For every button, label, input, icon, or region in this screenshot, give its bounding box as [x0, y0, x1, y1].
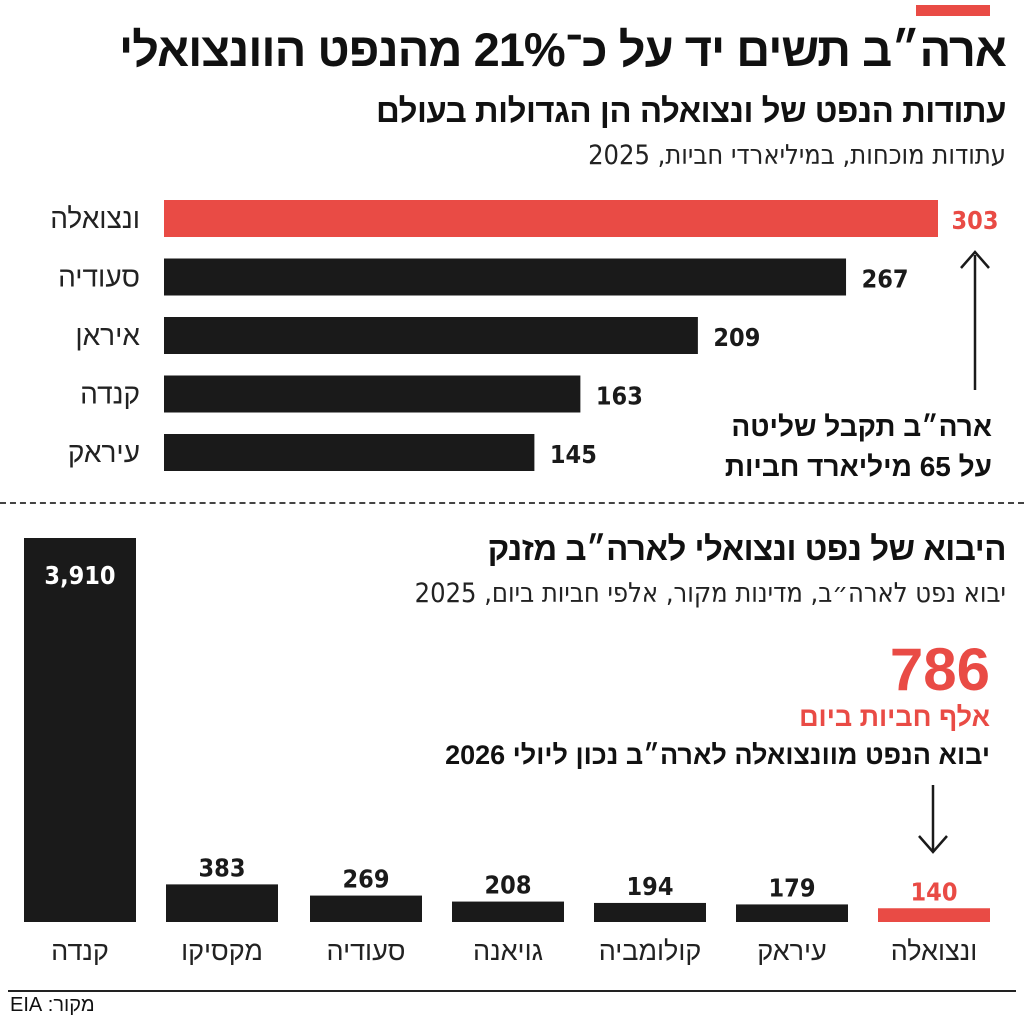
vbar-category-label: ונצואלה	[891, 936, 978, 966]
vbar-category-label: קנדה	[51, 936, 109, 966]
page-title: ארה״ב תשים יד על כ־21% מהנפט הוונצואלי	[118, 23, 1007, 76]
vbar-category-label: מקסיקו	[181, 936, 263, 966]
hbar-value-label: 209	[713, 323, 760, 352]
hbar-1	[164, 258, 847, 296]
highlight-description: יבוא הנפט מוונצואלה לארה״ב נכון ליולי 20…	[445, 740, 990, 770]
vbar-category-label: גויאנה	[473, 936, 543, 966]
footer-rule	[8, 990, 1016, 992]
chart2-subtitle: יבוא נפט לארה״ב, מדינות מקור, אלפי חביות…	[414, 578, 1006, 609]
vbar-category-label: סעודיה	[327, 936, 406, 966]
annotation-arrow-head	[960, 250, 990, 269]
vbar-category-label: עיראק	[757, 936, 827, 966]
hbar-category-label: איראן	[75, 320, 140, 351]
hbar-value-label: 303	[952, 206, 999, 235]
highlight-number: 786	[889, 636, 990, 703]
chart1-subtitle: עתודות מוכחות, במיליארדי חביות, 2025	[588, 140, 1006, 171]
hbar-category-label: ונצואלה	[50, 203, 140, 234]
vbar-3	[452, 901, 564, 922]
hbar-value-label: 267	[862, 265, 909, 294]
vbar-6	[24, 538, 136, 922]
vbar-category-label: קולומביה	[599, 936, 702, 966]
vbar-value-label: 179	[769, 873, 816, 902]
chart2-title: היבוא של נפט ונצואלי לארה״ב מזנק	[487, 530, 1007, 567]
vbar-value-label: 208	[485, 871, 532, 900]
section-divider	[0, 502, 1024, 504]
hbar-value-label: 145	[550, 440, 597, 469]
chart1-annotation-line2: על 65 מיליארד חביות	[724, 451, 992, 482]
vbar-value-label: 383	[199, 853, 246, 882]
hbar-value-label: 163	[596, 382, 643, 411]
hbar-0	[164, 200, 938, 237]
vbar-0	[878, 908, 990, 922]
header-accent-bar	[916, 5, 990, 16]
hbar-category-label: עיראק	[68, 437, 140, 468]
vbar-4	[310, 895, 422, 922]
vbar-5	[166, 884, 278, 922]
highlight-arrow-head	[918, 835, 948, 854]
vbar-value-label: 269	[343, 865, 390, 894]
vbar-value-label: 3,910	[44, 561, 115, 590]
chart1-title: עתודות הנפט של ונצואלה הן הגדולות בעולם	[375, 92, 1007, 129]
chart1-annotation-line1: ארה״ב תקבל שליטה	[731, 411, 992, 442]
vbar-2	[594, 902, 706, 922]
hbar-category-label: סעודיה	[58, 262, 140, 293]
hbar-4	[164, 434, 535, 471]
chart1-annotation: ארה״ב תקבל שליטה על 65 מיליארד חביות	[725, 407, 992, 487]
vbar-value-label: 194	[627, 872, 674, 901]
highlight-unit: אלף חביות ביום	[799, 702, 990, 732]
hbar-category-label: קנדה	[80, 379, 140, 410]
source-note: מקור: EIA	[10, 994, 95, 1016]
vbar-1	[736, 904, 848, 922]
hbar-2	[164, 317, 698, 354]
vbar-value-label: 140	[911, 877, 958, 906]
hbar-3	[164, 375, 581, 413]
